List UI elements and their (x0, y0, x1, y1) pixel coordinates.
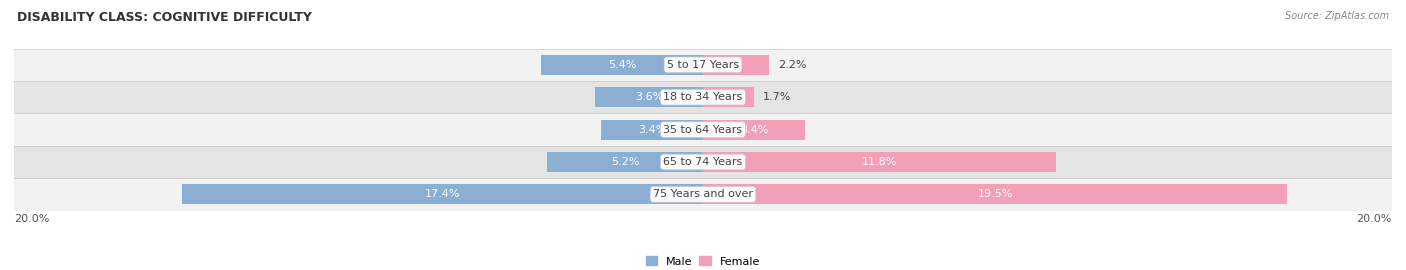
Bar (595, 87, 703, 107)
Text: 5 to 17 Years: 5 to 17 Years (666, 60, 740, 70)
Text: 20.0%: 20.0% (14, 214, 49, 224)
Text: 75 Years and over: 75 Years and over (652, 189, 754, 200)
Text: DISABILITY CLASS: COGNITIVE DIFFICULTY: DISABILITY CLASS: COGNITIVE DIFFICULTY (17, 11, 312, 24)
Bar (547, 152, 703, 172)
Bar (703, 87, 754, 107)
Bar (14, 178, 1392, 211)
Text: 19.5%: 19.5% (977, 189, 1012, 200)
Text: 1.7%: 1.7% (763, 92, 792, 102)
Text: 11.8%: 11.8% (862, 157, 897, 167)
Text: 18 to 34 Years: 18 to 34 Years (664, 92, 742, 102)
Text: 35 to 64 Years: 35 to 64 Years (664, 124, 742, 135)
Bar (14, 49, 1392, 81)
Bar (703, 120, 804, 140)
Text: 5.4%: 5.4% (607, 60, 637, 70)
Text: Source: ZipAtlas.com: Source: ZipAtlas.com (1285, 11, 1389, 21)
Bar (703, 152, 1056, 172)
Bar (703, 55, 769, 75)
Text: 17.4%: 17.4% (425, 189, 460, 200)
Text: 3.6%: 3.6% (636, 92, 664, 102)
Bar (703, 184, 1286, 204)
Text: 2.2%: 2.2% (778, 60, 807, 70)
Bar (14, 81, 1392, 113)
Text: 20.0%: 20.0% (1357, 214, 1392, 224)
Text: 65 to 74 Years: 65 to 74 Years (664, 157, 742, 167)
Bar (181, 184, 703, 204)
Text: 5.2%: 5.2% (612, 157, 640, 167)
Bar (14, 113, 1392, 146)
Legend: Male, Female: Male, Female (647, 256, 759, 266)
Bar (14, 146, 1392, 178)
Text: 3.4%: 3.4% (740, 124, 768, 135)
Bar (541, 55, 703, 75)
Bar (602, 120, 703, 140)
Text: 3.4%: 3.4% (638, 124, 666, 135)
